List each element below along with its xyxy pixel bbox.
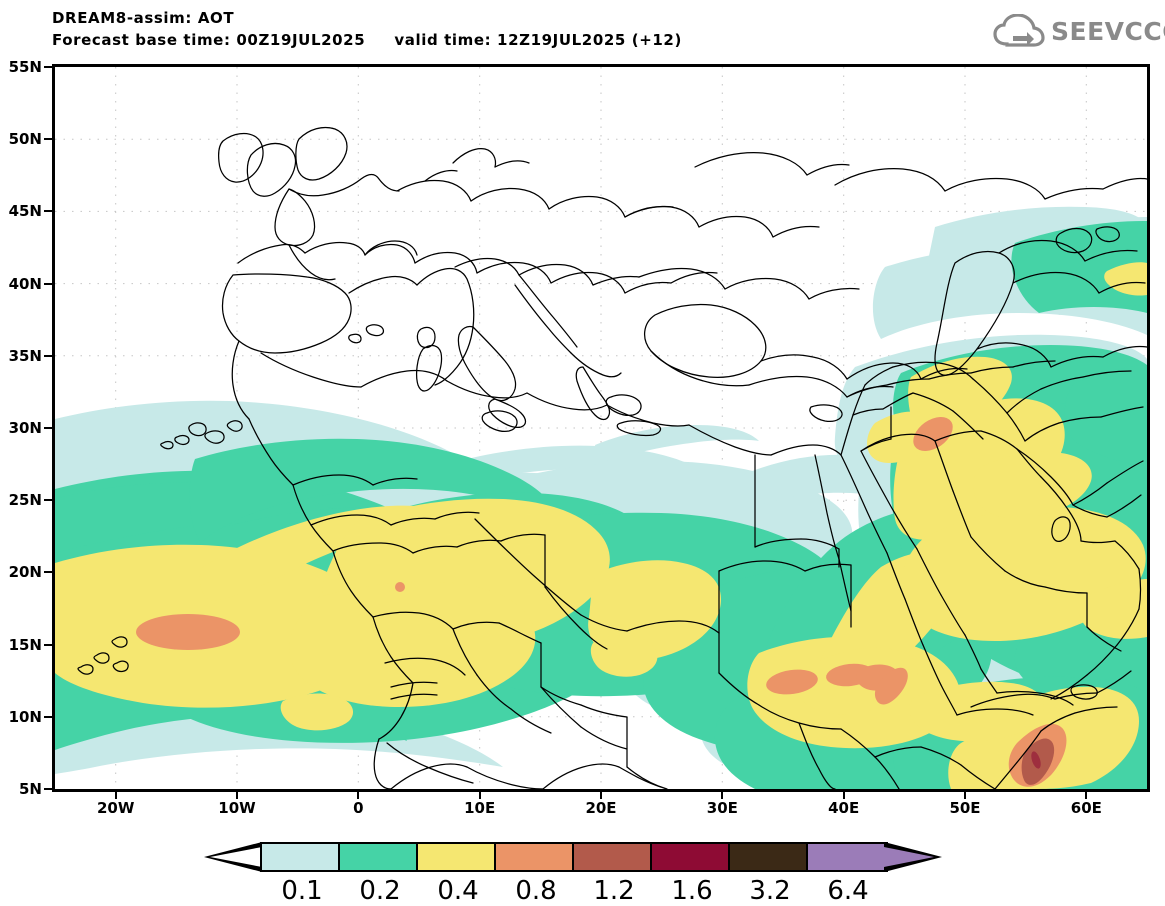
- x-tick-mark: [842, 792, 845, 799]
- colorbar-tick-label: 0.1: [281, 876, 323, 906]
- x-tick-mark: [1085, 792, 1088, 799]
- x-tick-label: 10W: [218, 799, 256, 817]
- y-tick-label: 45N: [8, 202, 42, 221]
- x-tick-label: 0: [353, 799, 364, 817]
- x-tick-label: 50E: [949, 799, 981, 817]
- x-tick-mark: [721, 792, 724, 799]
- y-tick-label: 55N: [8, 58, 42, 76]
- y-tick-label: 50N: [8, 130, 42, 149]
- x-tick-mark: [236, 792, 238, 799]
- colorbar-over-fill: [884, 847, 934, 867]
- y-tick-mark: [44, 499, 52, 502]
- x-tick-label: 10E: [464, 799, 496, 817]
- colorbar-segment[interactable]: [262, 844, 340, 870]
- x-tick-label: 60E: [1070, 799, 1102, 817]
- x-tick-label: 20E: [585, 799, 617, 817]
- chart-title: DREAM8-assim: AOT: [52, 9, 235, 27]
- colorbar-tick-label: 0.4: [437, 876, 479, 906]
- seevccc-logo: SEEVCCC: [993, 10, 1165, 52]
- colorbar-segment[interactable]: [418, 844, 496, 870]
- y-tick-mark: [44, 354, 52, 357]
- y-tick-mark: [44, 210, 52, 213]
- y-tick-mark: [44, 788, 52, 790]
- x-tick-label: 30E: [706, 799, 738, 817]
- y-tick-label: 25N: [8, 491, 42, 510]
- aot-contour-map: [55, 67, 1147, 789]
- y-tick-mark: [44, 282, 52, 285]
- y-tick-mark: [44, 138, 52, 141]
- colorbar-segments[interactable]: [260, 842, 888, 872]
- y-tick-label: 10N: [8, 707, 42, 726]
- colorbar-segment[interactable]: [808, 844, 886, 870]
- colorbar-under-fill: [210, 847, 262, 867]
- y-tick-label: 35N: [8, 346, 42, 365]
- chart-subtitle: Forecast base time: 00Z19JUL2025 valid t…: [52, 31, 682, 49]
- x-tick-label: 40E: [828, 799, 860, 817]
- x-tick-label: 20W: [96, 799, 135, 817]
- colorbar-segment[interactable]: [340, 844, 418, 870]
- x-tick-mark: [600, 792, 602, 799]
- y-tick-mark: [44, 571, 52, 574]
- y-tick-label: 15N: [8, 635, 42, 654]
- map-plot-area[interactable]: [52, 64, 1150, 792]
- colorbar-tick-label: 1.6: [671, 876, 713, 906]
- y-tick-mark: [44, 715, 52, 718]
- y-tick-label: 40N: [8, 274, 42, 293]
- colorbar-tick-label: 1.2: [593, 876, 635, 906]
- colorbar-tick-label: 0.8: [515, 876, 557, 906]
- x-tick-mark: [114, 792, 117, 799]
- y-tick-label: 5N: [19, 780, 42, 798]
- y-tick-mark: [44, 66, 52, 68]
- colorbar-tick-label: 3.2: [749, 876, 791, 906]
- colorbar: 0.1 0.2 0.4 0.8 1.2 1.6 3.2 6.4: [0, 836, 1165, 906]
- colorbar-tick-label: 6.4: [827, 876, 869, 906]
- x-tick-mark: [478, 792, 481, 799]
- colorbar-tick-label: 0.2: [359, 876, 401, 906]
- y-tick-label: 30N: [8, 419, 42, 437]
- x-tick-mark: [964, 792, 966, 799]
- cloud-icon: [993, 14, 1045, 47]
- x-tick-mark: [357, 792, 360, 799]
- chart-header: DREAM8-assim: AOT Forecast base time: 00…: [0, 0, 1165, 60]
- colorbar-segment[interactable]: [574, 844, 652, 870]
- colorbar-segment[interactable]: [730, 844, 808, 870]
- colorbar-segment[interactable]: [496, 844, 574, 870]
- y-tick-mark: [44, 643, 52, 646]
- y-tick-label: 20N: [8, 563, 42, 582]
- colorbar-segment[interactable]: [652, 844, 730, 870]
- y-tick-mark: [44, 427, 52, 429]
- logo-text: SEEVCCC: [1051, 16, 1165, 46]
